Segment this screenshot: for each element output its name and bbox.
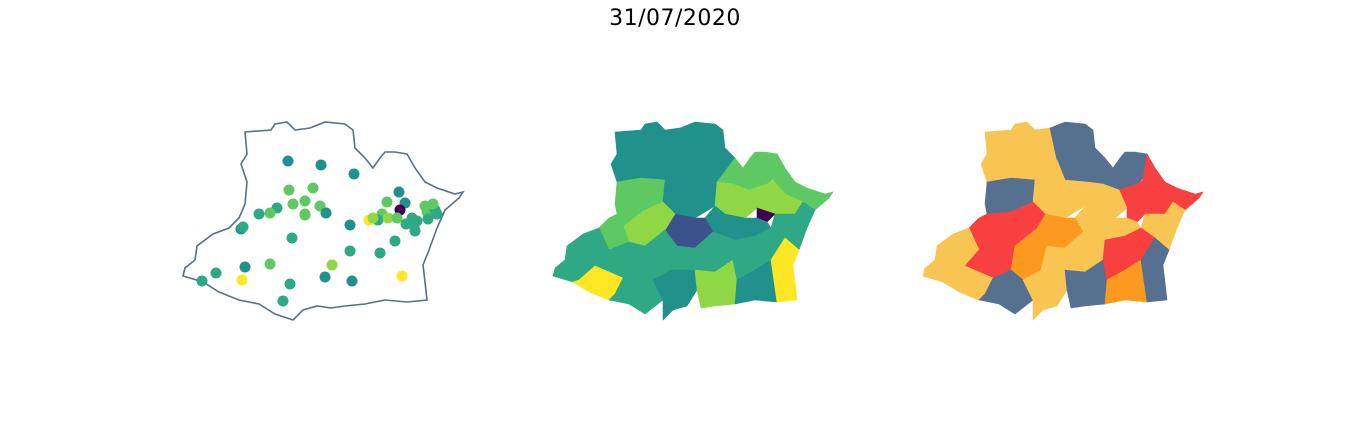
city-marker: [315, 159, 327, 171]
city-marker: [374, 247, 386, 259]
city-marker: [367, 212, 379, 224]
city-marker: [299, 195, 311, 207]
city-marker: [411, 215, 423, 227]
category-region: [1140, 237, 1170, 303]
map-choropleth-svg: [552, 121, 834, 321]
city-marker: [282, 155, 294, 167]
city-marker: [344, 245, 356, 257]
risk-category-polygons: [922, 121, 1204, 321]
map-categorical-svg: [922, 121, 1204, 321]
city-markers: [196, 155, 443, 307]
city-marker: [381, 196, 393, 208]
municipality-region: [652, 269, 698, 321]
city-marker: [210, 267, 222, 279]
city-marker: [409, 225, 421, 237]
city-marker: [319, 271, 331, 283]
state-outline: [182, 121, 465, 321]
city-marker: [286, 232, 298, 244]
city-marker: [391, 212, 403, 224]
map-choropleth-continuous: [545, 110, 845, 330]
city-marker: [348, 168, 360, 180]
city-marker: [264, 207, 276, 219]
figure-title: 31/07/2020: [609, 6, 741, 31]
city-marker: [431, 208, 443, 220]
city-marker: [299, 209, 311, 221]
municipality-region: [608, 269, 664, 315]
category-region: [978, 269, 1034, 315]
city-marker: [284, 278, 296, 290]
municipality-polygons: [552, 121, 834, 321]
map-points-svg: [182, 121, 465, 321]
city-marker: [382, 212, 394, 224]
city-marker: [320, 207, 332, 219]
city-marker: [396, 270, 408, 282]
city-marker: [326, 259, 338, 271]
city-marker: [236, 274, 248, 286]
city-marker: [253, 208, 265, 220]
city-marker: [427, 198, 439, 210]
city-marker: [393, 186, 405, 198]
city-marker: [344, 219, 356, 231]
city-marker: [307, 182, 319, 194]
city-marker: [287, 198, 299, 210]
city-marker: [422, 213, 434, 225]
city-marker: [346, 275, 358, 287]
city-marker: [237, 221, 249, 233]
city-marker: [283, 184, 295, 196]
city-marker: [389, 235, 401, 247]
city-marker: [196, 275, 208, 287]
city-marker: [239, 261, 251, 273]
city-marker: [264, 258, 276, 270]
municipality-region: [770, 237, 800, 303]
map-city-points: [175, 110, 475, 330]
category-region: [1022, 269, 1068, 321]
map-choropleth-categorical: [915, 110, 1215, 330]
city-marker: [277, 295, 289, 307]
